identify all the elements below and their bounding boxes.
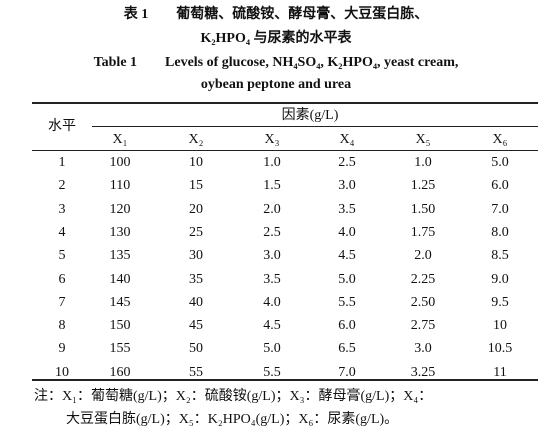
cell: 1.75	[410, 224, 436, 240]
cell: 3.5	[338, 201, 356, 217]
row-label: 7	[58, 294, 66, 310]
cell: 110	[109, 178, 131, 194]
title-en: Table 1 Levels of glucose, NH₄SO₄, K₂HPO…	[93, 55, 459, 70]
cell: 2.25	[410, 271, 436, 287]
column-header: X₁	[112, 132, 128, 147]
row-label: 9	[58, 341, 66, 357]
column-header: X₂	[188, 132, 204, 147]
cell: 20	[189, 201, 203, 217]
cell: 3.25	[410, 364, 436, 380]
note: 大豆蛋白胨(g/L)；X₅：K₂HPO₄(g/L)；X₆：尿素(g/L)。	[66, 412, 399, 427]
cell: 6.0	[491, 178, 509, 194]
cell: 120	[109, 201, 131, 217]
cell: 5.0	[338, 271, 356, 287]
cell: 135	[109, 248, 131, 264]
column-header: X₃	[264, 132, 280, 147]
cell: 160	[109, 364, 131, 380]
cell: 40	[189, 294, 203, 310]
cell: 10.5	[487, 341, 513, 357]
row-label: 2	[58, 178, 66, 194]
cell: 7.0	[338, 364, 356, 380]
cell: 9.0	[491, 271, 509, 287]
row-label: 4	[58, 224, 66, 240]
top-rule	[32, 102, 538, 104]
cell: 100	[109, 155, 131, 170]
bottom-rule	[32, 379, 538, 381]
cell: 1.0	[263, 155, 281, 170]
row-label: 3	[58, 201, 66, 217]
cell: 5.5	[338, 294, 356, 310]
row-label: 6	[58, 271, 66, 287]
cell: 55	[189, 364, 203, 380]
cell: 5.0	[263, 341, 281, 357]
cell: 15	[189, 178, 203, 194]
cell: 7.0	[491, 201, 509, 217]
cell: 3.0	[414, 341, 432, 357]
cell: 1.50	[410, 201, 436, 217]
cell: 145	[109, 294, 131, 310]
cell: 4.5	[338, 248, 356, 264]
cell: 4.5	[263, 318, 281, 334]
cell: 2.0	[263, 201, 281, 217]
cell: 45	[189, 318, 203, 334]
row-label: 1	[58, 155, 66, 170]
column-header: X₅	[415, 132, 431, 147]
group-header: 因素(g/L)	[281, 108, 339, 123]
cell: 10	[189, 155, 203, 170]
title-zh: K₂HPO₄ 与尿素的水平表	[200, 31, 352, 46]
cell: 1.0	[414, 155, 432, 170]
cell: 50	[189, 341, 203, 357]
title-zh: 表 1 葡萄糖、硫酸铵、酵母膏、大豆蛋白胨、	[123, 7, 429, 22]
cell: 2.5	[263, 224, 281, 240]
cell: 4.0	[263, 294, 281, 310]
cell: 10	[493, 318, 507, 334]
cell: 3.0	[263, 248, 281, 264]
cell: 9.5	[491, 294, 509, 310]
cell: 1.25	[410, 178, 436, 194]
cell: 155	[109, 341, 131, 357]
cell: 2.75	[410, 318, 436, 334]
column-header: X₄	[339, 132, 355, 147]
note: 注：X₁：葡萄糖(g/L)；X₂：硫酸铵(g/L)；X₃：酵母膏(g/L)；X₄…	[34, 389, 433, 404]
header-rule	[32, 150, 538, 151]
row-header: 水平	[48, 119, 76, 134]
cell: 35	[189, 271, 203, 287]
cell: 8.0	[491, 224, 509, 240]
cell: 8.5	[491, 248, 509, 264]
cell: 4.0	[338, 224, 356, 240]
cell: 6.0	[338, 318, 356, 334]
column-header: X₆	[492, 132, 508, 147]
cell: 6.5	[338, 341, 356, 357]
cell: 1.5	[263, 178, 281, 194]
cell: 11	[493, 364, 507, 380]
cell: 25	[189, 224, 203, 240]
group-rule	[92, 126, 538, 127]
cell: 2.5	[338, 155, 356, 170]
cell: 130	[109, 224, 131, 240]
cell: 30	[189, 248, 203, 264]
cell: 140	[109, 271, 131, 287]
row-label: 10	[55, 364, 69, 380]
row-label: 8	[58, 318, 66, 334]
cell: 5.0	[491, 155, 509, 170]
title-en: oybean peptone and urea	[200, 77, 352, 92]
cell: 2.50	[410, 294, 436, 310]
row-label: 5	[58, 248, 66, 264]
cell: 150	[109, 318, 131, 334]
cell: 3.0	[338, 178, 356, 194]
cell: 2.0	[414, 248, 432, 264]
cell: 5.5	[263, 364, 281, 380]
cell: 3.5	[263, 271, 281, 287]
